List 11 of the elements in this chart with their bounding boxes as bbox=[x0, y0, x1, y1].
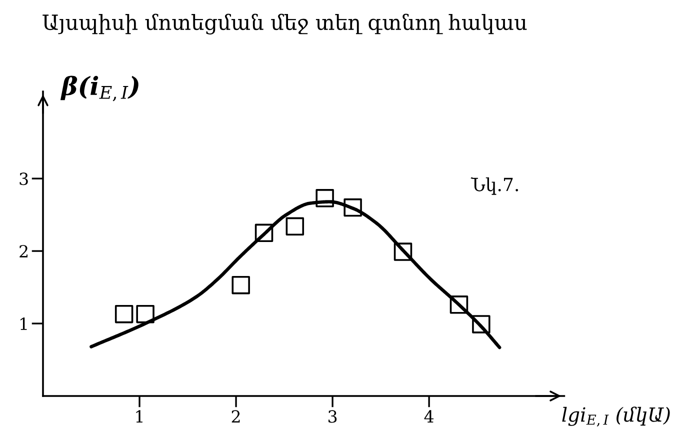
x-tick-label: 3 bbox=[328, 410, 337, 423]
annotation: Նկ.7. bbox=[470, 177, 518, 195]
y-tick-label: 3 bbox=[20, 172, 28, 186]
text: Այսպիսի մոտեցման մեջ տեղ գտնող հակաս bbox=[42, 14, 527, 34]
y-tick-label: 1 bbox=[20, 317, 27, 330]
x-axis-title: lgi$_{E,I}$ (մկԱ) bbox=[562, 406, 670, 426]
y-axis-title: β(i$_{E,I}$) bbox=[60, 76, 138, 102]
y-tick-label: 2 bbox=[20, 245, 28, 258]
x-tick-label: 4 bbox=[424, 410, 434, 423]
x-tick-label: 1 bbox=[136, 410, 142, 423]
x-tick-label: 2 bbox=[232, 410, 240, 423]
